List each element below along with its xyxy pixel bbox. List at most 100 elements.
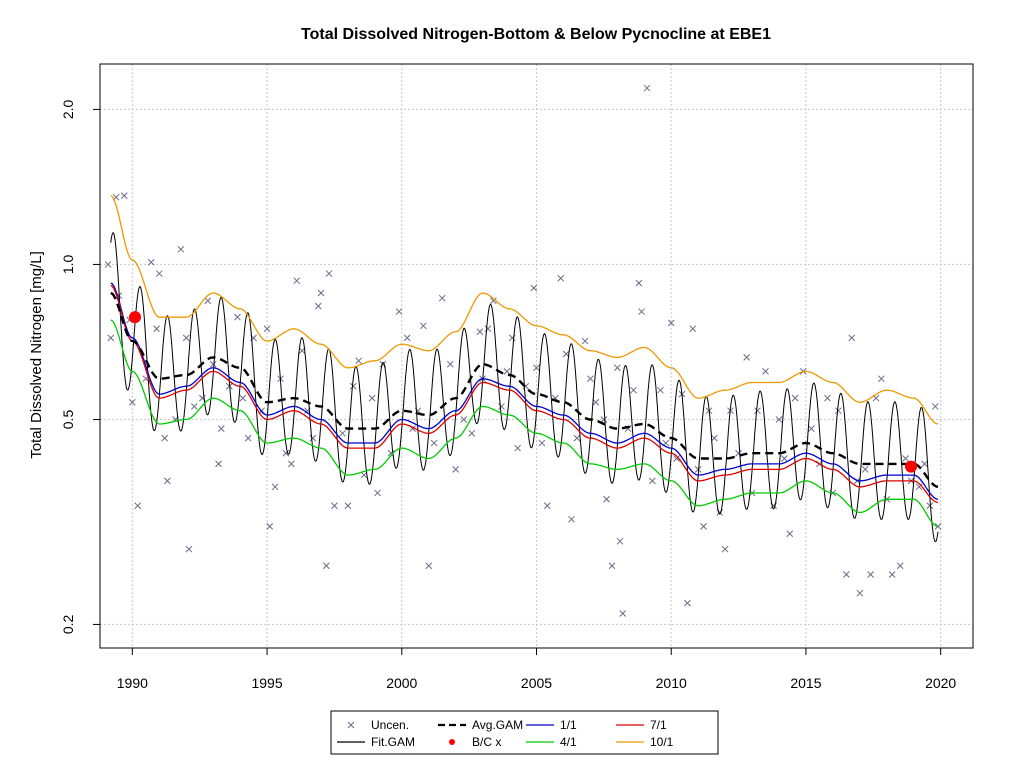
uncen-point — [775, 416, 783, 423]
uncen-point — [446, 360, 454, 368]
uncen-point — [460, 416, 468, 423]
legend-label: 1/1 — [560, 718, 577, 732]
uncen-point — [710, 434, 718, 442]
uncen-point — [204, 297, 212, 305]
uncen-point — [325, 270, 333, 277]
uncen-point — [781, 455, 788, 462]
legend-item: Uncen. — [347, 718, 409, 732]
uncen-point — [452, 466, 460, 473]
legend-item: 1/1 — [526, 718, 577, 732]
uncen-point — [608, 562, 616, 570]
uncen-point — [468, 429, 476, 437]
legend-item: Fit.GAM — [337, 735, 415, 749]
x-tick-label: 2010 — [656, 675, 687, 691]
chart-title: Total Dissolved Nitrogen-Bottom & Below … — [301, 26, 771, 43]
uncen-point — [182, 334, 190, 342]
uncen-point — [419, 322, 427, 330]
x-tick-label: 1995 — [251, 675, 282, 691]
uncen-point — [263, 325, 271, 333]
uncen-point — [824, 394, 831, 402]
uncen-point — [538, 439, 546, 447]
uncen-point — [533, 364, 540, 372]
uncen-point — [807, 425, 815, 432]
uncen-point — [926, 502, 934, 510]
uncen-point — [374, 489, 381, 497]
uncen-point — [498, 403, 505, 410]
uncen-point — [209, 360, 217, 368]
bc-point — [905, 460, 918, 473]
uncen-point — [271, 483, 279, 491]
grid-lines — [100, 64, 973, 648]
uncen-point — [430, 439, 438, 447]
uncen-point — [244, 434, 252, 442]
uncen-point — [155, 270, 163, 277]
uncen-point — [322, 562, 330, 570]
series-1-1-line — [110, 282, 939, 500]
legend-label: B/C x — [472, 735, 501, 749]
x-tick-label: 2020 — [925, 675, 956, 691]
legend-item: 10/1 — [616, 735, 674, 749]
legend-label: 4/1 — [560, 735, 577, 749]
uncen-point — [355, 357, 363, 365]
uncen-point — [317, 289, 325, 297]
legend-label: Avg.GAM — [472, 718, 523, 732]
uncen-point — [587, 375, 594, 383]
uncen-point — [896, 562, 904, 570]
uncen-point — [503, 368, 511, 375]
uncen-point — [619, 610, 627, 617]
uncen-point — [104, 261, 112, 268]
uncen-point — [843, 571, 850, 578]
series-10-1-line — [110, 195, 939, 425]
uncen-point — [368, 394, 376, 402]
uncen-point — [543, 502, 551, 510]
uncen-point — [743, 354, 751, 361]
uncen-point — [344, 502, 352, 510]
uncen-point — [657, 386, 664, 394]
uncen-point — [490, 297, 497, 305]
legend-item: 4/1 — [526, 735, 577, 749]
uncen-point — [754, 407, 761, 415]
uncen-point — [287, 460, 295, 468]
uncen-point — [164, 477, 171, 485]
uncen-point — [282, 449, 290, 457]
uncen-point — [921, 460, 928, 468]
legend-label: Fit.GAM — [371, 735, 415, 749]
x-tick-label: 2005 — [521, 675, 552, 691]
uncen-point — [425, 562, 433, 570]
uncen-point — [120, 192, 128, 200]
uncen-point — [234, 313, 241, 321]
plot-area — [104, 84, 942, 617]
uncen-point — [603, 495, 610, 503]
uncen-point — [177, 245, 185, 253]
uncen-point — [215, 460, 222, 468]
uncen-point — [861, 466, 869, 473]
uncen-point — [147, 258, 155, 266]
uncen-point — [403, 334, 411, 342]
legend-label: 10/1 — [650, 735, 674, 749]
uncen-point — [856, 589, 864, 597]
axes: 1990 1995 2000 2005 2010 2015 2020 0.2 0.5 1.0 2.0 — [60, 99, 956, 691]
y-axis-label: Total Dissolved Nitrogen [mg/L] — [28, 251, 45, 459]
uncen-point — [635, 279, 643, 287]
uncen-point — [689, 325, 697, 333]
x-tick-label: 1990 — [117, 675, 148, 691]
uncen-point — [514, 444, 521, 452]
uncen-point — [581, 337, 589, 345]
series-4-1-line — [110, 319, 939, 528]
x-tick-label: 2000 — [386, 675, 417, 691]
uncen-point — [700, 523, 707, 530]
uncen-point — [616, 537, 624, 545]
uncen-point — [592, 398, 600, 406]
uncen-point — [867, 571, 874, 578]
uncen-point — [673, 455, 680, 462]
legend-box — [330, 710, 719, 755]
series-7-1-line — [110, 284, 939, 504]
uncen-point — [791, 394, 799, 402]
y-tick-label: 1.0 — [60, 254, 76, 274]
uncen-point — [339, 429, 346, 437]
uncen-point — [239, 394, 247, 402]
uncen-point — [888, 571, 896, 578]
avg-gam-line — [110, 291, 939, 488]
uncen-point — [293, 277, 301, 285]
x-tick-label: 2015 — [790, 675, 821, 691]
